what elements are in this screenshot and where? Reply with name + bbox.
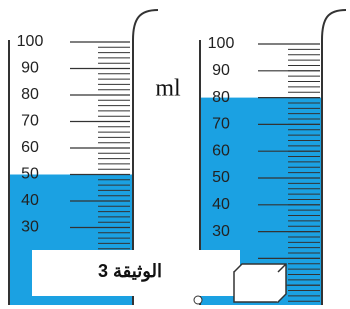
tick-label: 60	[21, 139, 39, 156]
tick-label: 30	[212, 223, 230, 240]
tick-label: 70	[21, 113, 39, 130]
tick-label: 100	[17, 33, 44, 50]
tick-label: 90	[212, 62, 230, 79]
diagram: 10090807060504030100908070605040302010 m…	[0, 0, 350, 309]
tick-label: 80	[21, 86, 39, 103]
unit-label: ml	[155, 76, 181, 102]
tick-label: 100	[208, 35, 235, 52]
tick-label: 40	[212, 196, 230, 213]
tick-label: 80	[212, 89, 230, 106]
tick-label: 60	[212, 142, 230, 159]
tick-label: 50	[21, 166, 39, 183]
caption: الوثيقة 3	[98, 261, 162, 282]
tick-label: 40	[21, 192, 39, 209]
tick-label: 50	[212, 169, 230, 186]
tick-label: 30	[21, 219, 39, 236]
tick-label: 70	[212, 116, 230, 133]
tick-label: 90	[21, 60, 39, 77]
